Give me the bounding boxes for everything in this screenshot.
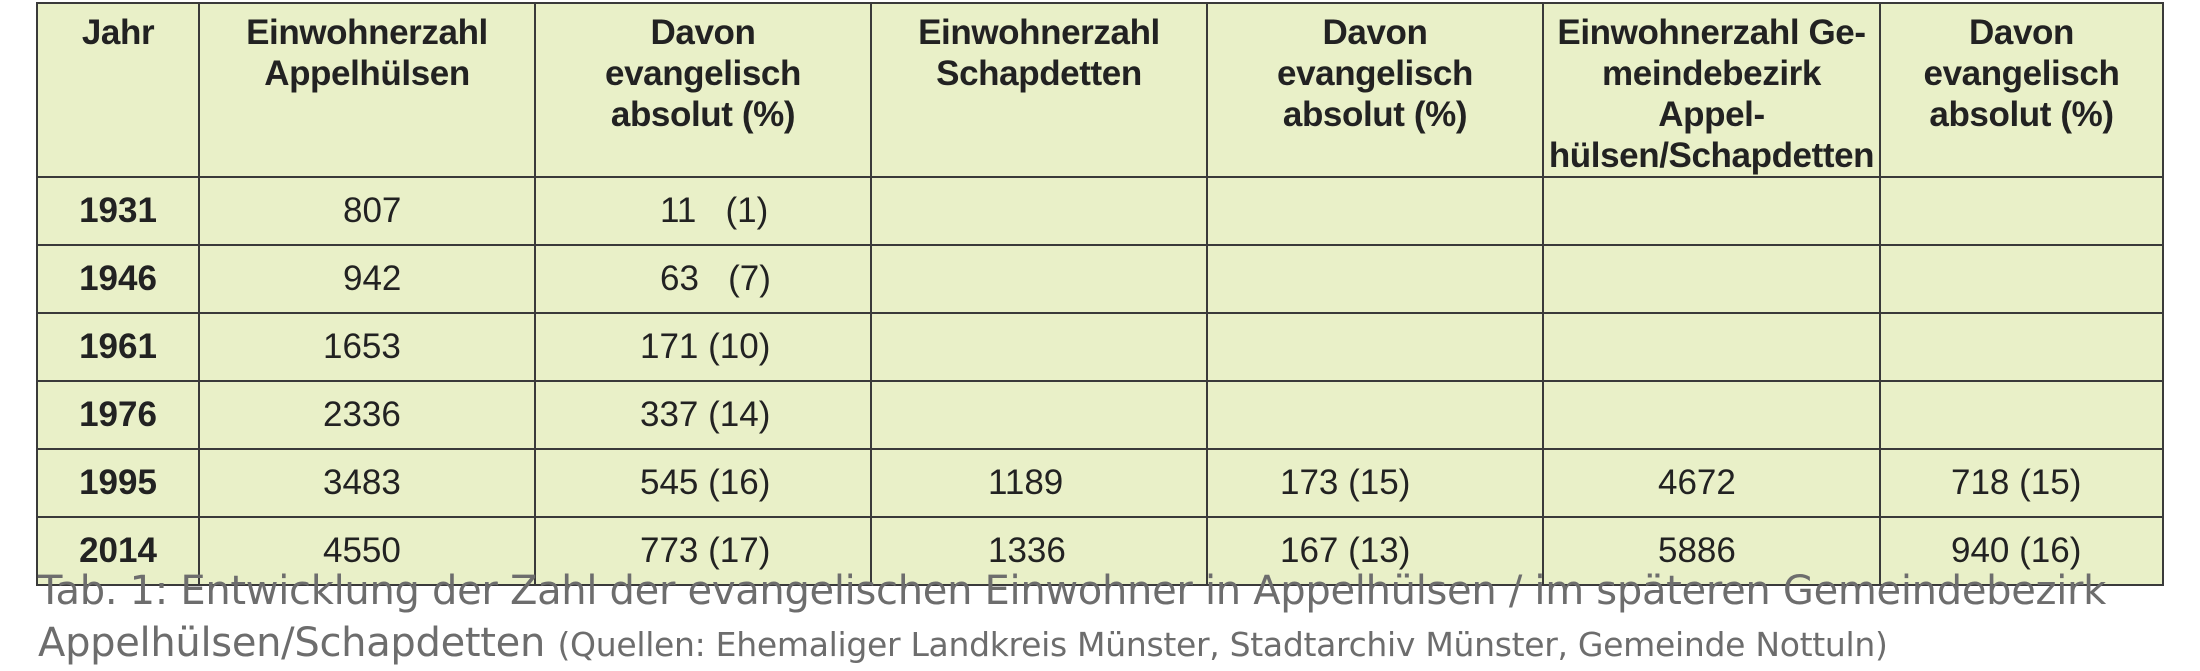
year-cell: 1995: [36, 448, 200, 518]
table-caption: Tab. 1: Entwicklung der Zahl der evangel…: [38, 565, 2178, 671]
cell-schapdetten: [870, 380, 1208, 450]
year-cell: 1946: [36, 244, 200, 314]
cell-schapdetten-evangelisch: [1206, 176, 1544, 246]
caption-main-text: Tab. 1: Entwicklung der Zahl der evangel…: [38, 568, 2107, 666]
cell-gemeindebezirk-evangelisch: [1879, 312, 2164, 382]
population-table: Jahr Einwohnerzahl Appelhülsen Davon eva…: [36, 2, 2164, 586]
cell-appelhuelsen-evangelisch: 337 (14): [534, 380, 872, 450]
year-cell: 1961: [36, 312, 200, 382]
year-cell: 2014: [36, 516, 200, 586]
header-cell-schapdetten: Einwohnerzahl Schapdetten: [870, 2, 1208, 178]
header-cell-year: Jahr: [36, 2, 200, 178]
cell-appelhuelsen: 1653: [198, 312, 536, 382]
table-row: 1976 2336 337 (14): [36, 380, 2164, 450]
table-row: 1961 1653 171 (10): [36, 312, 2164, 382]
cell-schapdetten-evangelisch: [1206, 244, 1544, 314]
year-cell: 1976: [36, 380, 200, 450]
header-cell-gemeindebezirk-evangelisch: Davon evangelisch absolut (%): [1879, 2, 2164, 178]
cell-gemeindebezirk: 5886: [1542, 516, 1881, 586]
cell-schapdetten: 1336: [870, 516, 1208, 586]
cell-schapdetten-evangelisch: [1206, 312, 1544, 382]
year-cell: 1931: [36, 176, 200, 246]
cell-gemeindebezirk: [1542, 176, 1881, 246]
cell-schapdetten-evangelisch: 173 (15): [1206, 448, 1544, 518]
cell-schapdetten: [870, 176, 1208, 246]
cell-gemeindebezirk: 4672: [1542, 448, 1881, 518]
cell-appelhuelsen: 4550: [198, 516, 536, 586]
header-cell-gemeindebezirk: Einwohnerzahl Ge- meindebezirk Appel- hü…: [1542, 2, 1881, 178]
cell-appelhuelsen-evangelisch: 773 (17): [534, 516, 872, 586]
caption-sources: (Quellen: Ehemaliger Landkreis Münster, …: [557, 625, 1888, 664]
cell-gemeindebezirk: [1542, 380, 1881, 450]
cell-appelhuelsen: 942: [198, 244, 536, 314]
table-row: 2014 4550 773 (17) 1336 167 (13) 5886 94…: [36, 516, 2164, 586]
cell-gemeindebezirk-evangelisch: 940 (16): [1879, 516, 2164, 586]
header-cell-appelhuelsen: Einwohnerzahl Appelhülsen: [198, 2, 536, 178]
cell-schapdetten: [870, 312, 1208, 382]
cell-appelhuelsen: 807: [198, 176, 536, 246]
cell-gemeindebezirk-evangelisch: [1879, 176, 2164, 246]
cell-appelhuelsen-evangelisch: 11 (1): [534, 176, 872, 246]
cell-schapdetten: [870, 244, 1208, 314]
header-cell-appelhuelsen-evangelisch: Davon evangelisch absolut (%): [534, 2, 872, 178]
cell-appelhuelsen-evangelisch: 63 (7): [534, 244, 872, 314]
population-table-container: Jahr Einwohnerzahl Appelhülsen Davon eva…: [36, 2, 2164, 586]
cell-appelhuelsen-evangelisch: 545 (16): [534, 448, 872, 518]
cell-appelhuelsen-evangelisch: 171 (10): [534, 312, 872, 382]
cell-gemeindebezirk-evangelisch: [1879, 244, 2164, 314]
table-row: 1946 942 63 (7): [36, 244, 2164, 314]
cell-schapdetten: 1189: [870, 448, 1208, 518]
table-row: 1995 3483 545 (16) 1189 173 (15) 4672 71…: [36, 448, 2164, 518]
cell-appelhuelsen: 3483: [198, 448, 536, 518]
header-row: Jahr Einwohnerzahl Appelhülsen Davon eva…: [36, 2, 2164, 178]
table-row: 1931 807 11 (1): [36, 176, 2164, 246]
cell-gemeindebezirk-evangelisch: [1879, 380, 2164, 450]
cell-schapdetten-evangelisch: 167 (13): [1206, 516, 1544, 586]
cell-schapdetten-evangelisch: [1206, 380, 1544, 450]
cell-gemeindebezirk: [1542, 312, 1881, 382]
cell-gemeindebezirk-evangelisch: 718 (15): [1879, 448, 2164, 518]
header-cell-schapdetten-evangelisch: Davon evangelisch absolut (%): [1206, 2, 1544, 178]
cell-gemeindebezirk: [1542, 244, 1881, 314]
cell-appelhuelsen: 2336: [198, 380, 536, 450]
